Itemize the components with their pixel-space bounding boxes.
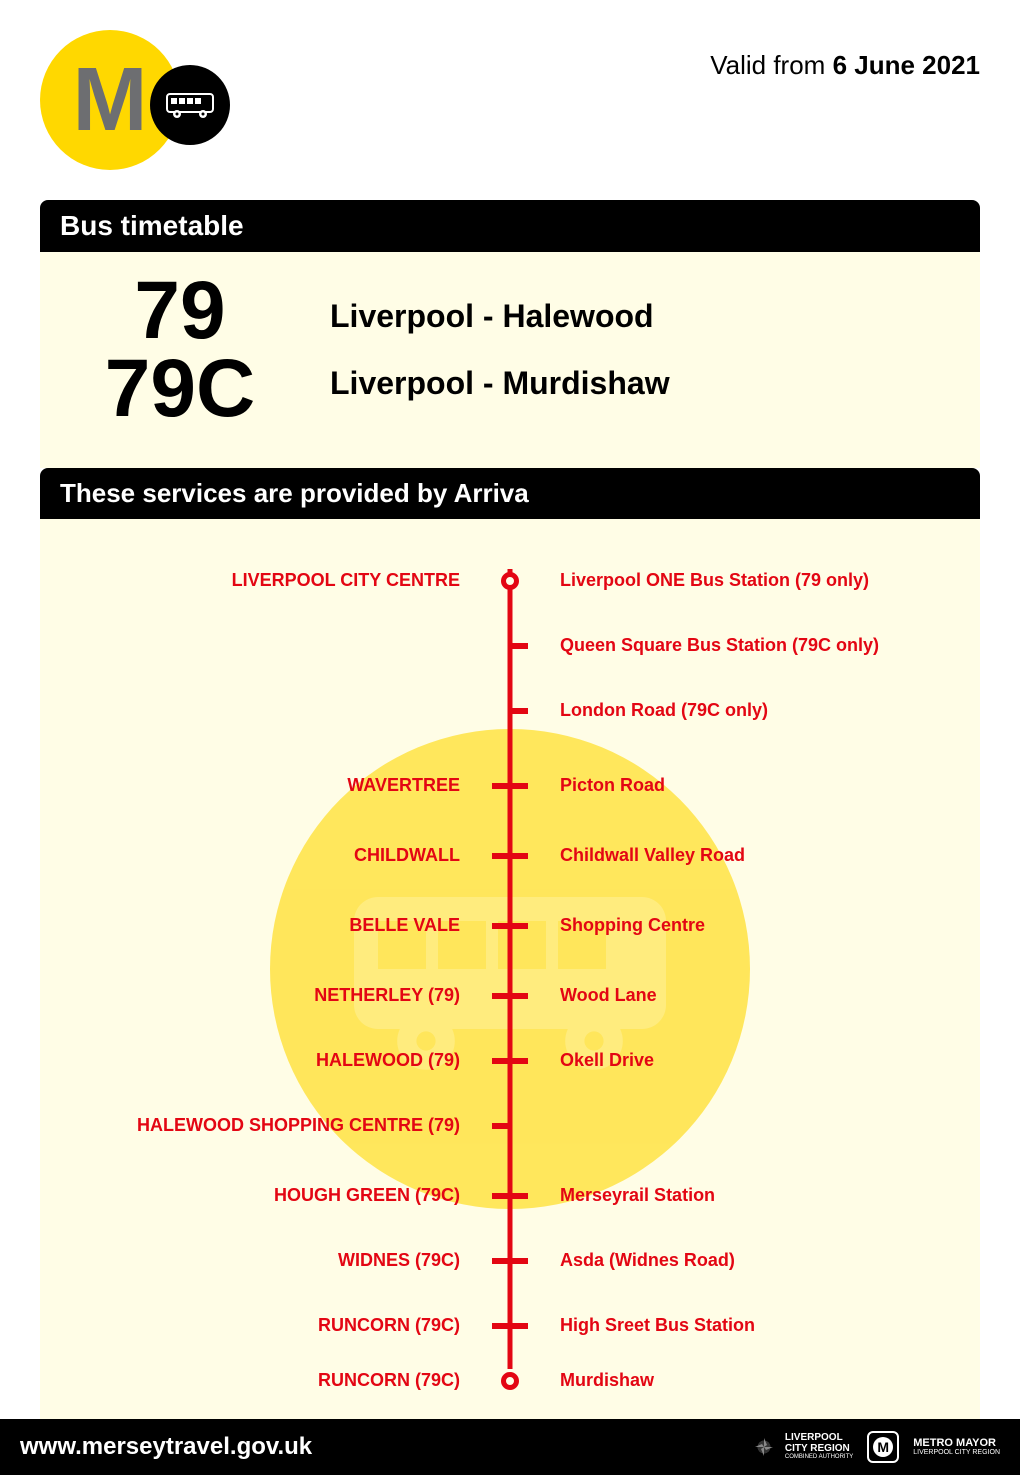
tick-left-icon	[492, 783, 510, 789]
logo-black-circle	[150, 65, 230, 145]
valid-prefix: Valid from	[710, 50, 832, 80]
provider-bar: These services are provided by Arriva	[40, 468, 980, 519]
lcr-line3: COMBINED AUTHORITY	[785, 1454, 853, 1461]
footer-bar: www.merseytravel.gov.uk LIVERPOOL CITY R…	[0, 1419, 1020, 1475]
stop-marker	[490, 1372, 530, 1390]
stop-location-label: Picton Road	[530, 775, 980, 796]
stop-area-label: CHILDWALL	[40, 845, 490, 866]
lcr-line2: CITY REGION	[785, 1443, 853, 1454]
stop-row: BELLE VALE Shopping Centre	[40, 914, 980, 938]
route-numbers: 79 79C	[70, 272, 290, 428]
route-number-79: 79	[134, 272, 225, 350]
metro-mayor-text: METRO MAYOR LIVERPOOL CITY REGION	[913, 1437, 1000, 1457]
tick-left-icon	[492, 993, 510, 999]
tick-right-icon	[510, 1058, 528, 1064]
stop-row: WAVERTREE Picton Road	[40, 774, 980, 798]
tick-right-icon	[510, 923, 528, 929]
tick-left-icon	[492, 1323, 510, 1329]
footer-logos: LIVERPOOL CITY REGION COMBINED AUTHORITY…	[749, 1431, 1000, 1463]
stop-location-label: Merseyrail Station	[530, 1185, 980, 1206]
m-badge-letter: M	[873, 1437, 893, 1457]
bus-timetable-bar: Bus timetable	[40, 200, 980, 252]
stop-row: RUNCORN (79C) Murdishaw	[40, 1369, 980, 1393]
stop-row: LIVERPOOL CITY CENTRE Liverpool ONE Bus S…	[40, 569, 980, 593]
stop-area-label: RUNCORN (79C)	[40, 1370, 490, 1391]
tick-left-icon	[492, 1258, 510, 1264]
merseytravel-logo: M	[40, 30, 240, 170]
stop-location-label: Asda (Widnes Road)	[530, 1250, 980, 1271]
route-desc-79: Liverpool - Halewood	[330, 298, 670, 335]
tick-left-icon	[492, 1123, 510, 1129]
stop-row: London Road (79C only)	[40, 699, 980, 723]
route-diagram-panel: LIVERPOOL CITY CENTRE Liverpool ONE Bus S…	[40, 519, 980, 1419]
routes-panel: 79 79C Liverpool - Halewood Liverpool - …	[40, 252, 980, 468]
stop-area-label: NETHERLEY (79)	[40, 985, 490, 1006]
stop-area-label: HALEWOOD (79)	[40, 1050, 490, 1071]
tick-left-icon	[492, 1058, 510, 1064]
stop-row: HOUGH GREEN (79C) Merseyrail Station	[40, 1184, 980, 1208]
logo-letter-m: M	[73, 49, 148, 152]
stop-area-label: LIVERPOOL CITY CENTRE	[40, 570, 490, 591]
stop-area-label: RUNCORN (79C)	[40, 1315, 490, 1336]
stop-location-label: Liverpool ONE Bus Station (79 only)	[530, 570, 980, 591]
stop-location-label: High Sreet Bus Station	[530, 1315, 980, 1336]
tick-right-icon	[510, 853, 528, 859]
liverpool-city-region-badge: LIVERPOOL CITY REGION COMBINED AUTHORITY	[749, 1432, 853, 1462]
stop-location-label: Wood Lane	[530, 985, 980, 1006]
route-number-79c: 79C	[105, 350, 255, 428]
route-line-container: LIVERPOOL CITY CENTRE Liverpool ONE Bus S…	[40, 559, 980, 1379]
tick-right-icon	[510, 1193, 528, 1199]
page: M Valid from 6 June 2021 Bus timeta	[0, 0, 1020, 1419]
stop-location-label: Murdishaw	[530, 1370, 980, 1391]
stop-location-label: Shopping Centre	[530, 915, 980, 936]
routes-header: 79 79C Liverpool - Halewood Liverpool - …	[70, 272, 950, 428]
stop-location-label: Childwall Valley Road	[530, 845, 980, 866]
header-row: M Valid from 6 June 2021	[40, 30, 980, 170]
stop-marker	[490, 572, 530, 590]
stop-area-label: BELLE VALE	[40, 915, 490, 936]
stop-location-label: London Road (79C only)	[530, 700, 980, 721]
stop-row: HALEWOOD (79) Okell Drive	[40, 1049, 980, 1073]
tick-left-icon	[492, 923, 510, 929]
route-descriptions: Liverpool - Halewood Liverpool - Murdish…	[330, 298, 670, 402]
stop-row: HALEWOOD SHOPPING CENTRE (79)	[40, 1114, 980, 1138]
route-desc-79c: Liverpool - Murdishaw	[330, 365, 670, 402]
stop-row: NETHERLEY (79) Wood Lane	[40, 984, 980, 1008]
tick-left-icon	[492, 853, 510, 859]
m-badge: M	[867, 1431, 899, 1463]
valid-date: 6 June 2021	[833, 50, 980, 80]
stop-row: RUNCORN (79C) High Sreet Bus Station	[40, 1314, 980, 1338]
footer-url: www.merseytravel.gov.uk	[20, 1433, 312, 1461]
mm-line2: LIVERPOOL CITY REGION	[913, 1449, 1000, 1457]
stop-area-label: HALEWOOD SHOPPING CENTRE (79)	[40, 1115, 490, 1136]
tick-left-icon	[492, 1193, 510, 1199]
stop-location-label: Okell Drive	[530, 1050, 980, 1071]
mm-line1: METRO MAYOR	[913, 1437, 1000, 1449]
stop-area-label: WAVERTREE	[40, 775, 490, 796]
stop-location-label: Queen Square Bus Station (79C only)	[530, 635, 980, 656]
stop-area-label: HOUGH GREEN (79C)	[40, 1185, 490, 1206]
stop-row: Queen Square Bus Station (79C only)	[40, 634, 980, 658]
stop-area-label: WIDNES (79C)	[40, 1250, 490, 1271]
tick-right-icon	[510, 783, 528, 789]
tick-right-icon	[510, 708, 528, 714]
stop-row: CHILDWALL Childwall Valley Road	[40, 844, 980, 868]
tick-right-icon	[510, 1258, 528, 1264]
terminus-icon	[501, 572, 519, 590]
tick-right-icon	[510, 643, 528, 649]
valid-from-text: Valid from 6 June 2021	[710, 30, 980, 81]
tick-right-icon	[510, 993, 528, 999]
pinwheel-icon	[749, 1432, 779, 1462]
bus-icon	[165, 90, 215, 120]
stop-row: WIDNES (79C) Asda (Widnes Road)	[40, 1249, 980, 1273]
metro-mayor-badge: METRO MAYOR LIVERPOOL CITY REGION	[913, 1437, 1000, 1457]
terminus-icon	[501, 1372, 519, 1390]
lcr-text: LIVERPOOL CITY REGION COMBINED AUTHORITY	[785, 1432, 853, 1461]
tick-right-icon	[510, 1323, 528, 1329]
